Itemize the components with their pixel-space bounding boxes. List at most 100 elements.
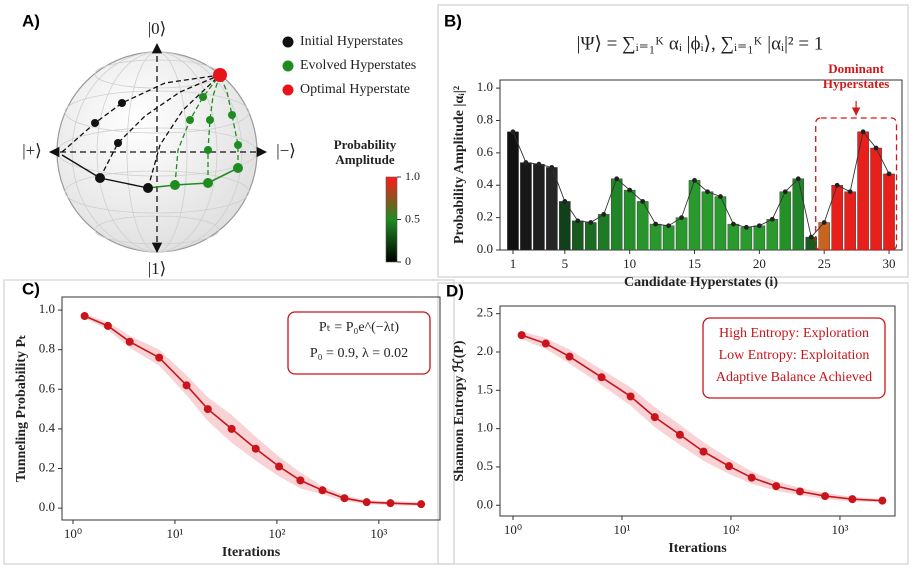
- panel-label: A): [22, 11, 40, 30]
- data-point: [821, 492, 830, 501]
- y-tick-label: 0.4: [477, 176, 494, 191]
- bar-top-marker: [731, 221, 736, 227]
- data-point: [848, 495, 857, 504]
- bar-top-marker: [575, 218, 581, 224]
- bar: [831, 185, 843, 251]
- bar: [883, 173, 895, 251]
- panel-frame: [3, 279, 455, 565]
- x-tick-label: 1: [510, 256, 517, 271]
- x-tick-label: 10⁰: [64, 526, 82, 541]
- x-tick-label: 15: [688, 256, 701, 271]
- state-path: [99, 74, 221, 179]
- bar: [649, 223, 662, 251]
- bar-top-marker: [795, 176, 801, 182]
- bar-top-marker: [692, 177, 697, 183]
- colorbar: [385, 176, 398, 263]
- bar-top-marker: [523, 160, 529, 165]
- annotation-text: Pₜ = P₀e^(−λt): [319, 320, 399, 335]
- bar-top-marker: [821, 220, 827, 225]
- y-tick-label: 0.4: [39, 420, 56, 435]
- data-point: [747, 473, 756, 482]
- data-point: [275, 462, 284, 471]
- data-point: [725, 462, 734, 471]
- colorbar-label-box: Probability Amplitude: [333, 138, 397, 167]
- state-point: [233, 163, 243, 173]
- x-tick-label: 10⁰: [504, 522, 522, 537]
- x-tick-label: 20: [753, 256, 766, 271]
- data-point: [340, 494, 349, 503]
- highlight-box: [815, 117, 898, 251]
- colorbar-tick-label: 0.5: [405, 211, 420, 225]
- x-tick-label: 10³: [831, 522, 848, 537]
- legend-marker: [282, 84, 294, 96]
- panel-label: C): [22, 279, 40, 298]
- y-tick-label: 1.0: [39, 301, 55, 316]
- bar-top-marker: [510, 129, 516, 135]
- data-point: [227, 424, 236, 433]
- y-tick-label: 0.0: [477, 496, 493, 511]
- data-point: [251, 444, 260, 453]
- y-axis-label: Probability Amplitude |αᵢ|²: [452, 86, 467, 244]
- bar-top-marker: [679, 215, 684, 221]
- bar: [740, 227, 753, 251]
- state-point: [199, 93, 207, 101]
- data-point: [626, 392, 635, 401]
- state-label: |0⟩: [148, 19, 167, 38]
- x-tick-label: 25: [818, 256, 831, 271]
- state-label: |+⟩: [22, 141, 42, 160]
- plot-frame: [499, 79, 903, 251]
- bar: [727, 223, 740, 251]
- annotation-text: Low Entropy: Exploitation: [719, 348, 870, 363]
- data-point: [772, 482, 781, 491]
- state-point: [228, 111, 236, 119]
- bar: [792, 178, 805, 251]
- x-tick-label: 10: [623, 256, 636, 271]
- colorbar-tick-label: 1.0: [405, 169, 420, 183]
- y-tick-label: 0.8: [39, 341, 55, 356]
- panel-label: B): [444, 11, 462, 30]
- x-axis-label: Candidate Hyperstates (i): [624, 275, 778, 290]
- state-path: [147, 74, 221, 189]
- state-point: [143, 183, 153, 193]
- bar: [546, 167, 558, 251]
- bar-top-marker: [808, 234, 814, 240]
- y-tick-label: 0.6: [477, 144, 494, 159]
- data-point: [318, 486, 327, 495]
- annotation-box: [287, 311, 431, 375]
- state-point: [186, 116, 194, 124]
- data-point: [517, 331, 526, 340]
- data-point: [878, 496, 887, 505]
- legend-label: Initial Hyperstates: [300, 34, 403, 49]
- x-tick-label: 30: [883, 256, 896, 271]
- y-tick-label: 0.5: [477, 458, 493, 473]
- state-label: |1⟩: [148, 259, 167, 278]
- bar-top-marker: [627, 187, 633, 193]
- colorbar-label: Probability Amplitude: [333, 138, 397, 167]
- data-point: [565, 352, 574, 361]
- data-point: [125, 337, 134, 346]
- bar-top-marker: [549, 165, 555, 170]
- state-path: [219, 74, 239, 168]
- bar: [870, 147, 882, 251]
- annotation-text: High Entropy: Exploration: [719, 326, 869, 341]
- bar-top-marker: [562, 199, 568, 204]
- bar: [597, 214, 610, 251]
- bar-top-marker: [769, 216, 775, 222]
- bar-top-marker: [834, 182, 840, 188]
- bar-top-marker: [718, 194, 723, 199]
- panel-label: D): [446, 281, 464, 300]
- bar-top-marker: [588, 220, 594, 225]
- bar: [675, 217, 688, 251]
- data-point: [296, 476, 305, 485]
- x-axis-label: Iterations: [222, 545, 281, 560]
- bar-top-marker: [666, 223, 671, 229]
- bar: [623, 189, 636, 251]
- y-axis-label: Shannon Entropy ℋ(P): [452, 340, 467, 482]
- state-path: [147, 167, 239, 189]
- bar: [766, 219, 779, 251]
- y-tick-label: 1.5: [477, 381, 493, 396]
- bar: [662, 225, 675, 251]
- x-axis-label: Iterations: [668, 541, 727, 556]
